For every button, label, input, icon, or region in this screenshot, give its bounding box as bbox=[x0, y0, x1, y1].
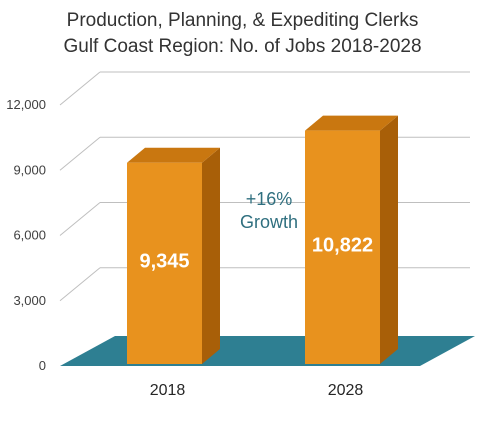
data-label: 9,345 bbox=[139, 250, 189, 272]
data-label: 10,822 bbox=[312, 234, 373, 256]
y-tick-label: 6,000 bbox=[13, 228, 46, 243]
gridline-diagonal bbox=[59, 71, 101, 106]
y-tick-label: 12,000 bbox=[6, 97, 46, 112]
chart-floor bbox=[60, 336, 475, 366]
bar-top bbox=[127, 147, 220, 163]
chart-title: Production, Planning, & Expediting Clerk… bbox=[66, 10, 419, 31]
x-tick-label: 2018 bbox=[150, 382, 186, 399]
bar-side bbox=[380, 115, 398, 365]
y-tick-label: 3,000 bbox=[13, 293, 46, 308]
bar-top bbox=[305, 115, 398, 131]
chart-subtitle: Gulf Coast Region: No. of Jobs 2018-2028 bbox=[63, 36, 422, 57]
y-tick-label: 0 bbox=[39, 358, 46, 373]
bar bbox=[305, 130, 380, 364]
gridline-diagonal bbox=[59, 136, 101, 171]
x-tick-label: 2028 bbox=[328, 382, 364, 399]
growth-annotation-percent: +16% bbox=[246, 189, 293, 209]
gridline-diagonal bbox=[59, 267, 101, 302]
gridline-diagonal bbox=[59, 202, 101, 236]
growth-annotation-label: Growth bbox=[240, 212, 298, 232]
y-tick-label: 9,000 bbox=[13, 162, 46, 177]
bar-side bbox=[202, 147, 220, 364]
bar bbox=[127, 162, 202, 364]
